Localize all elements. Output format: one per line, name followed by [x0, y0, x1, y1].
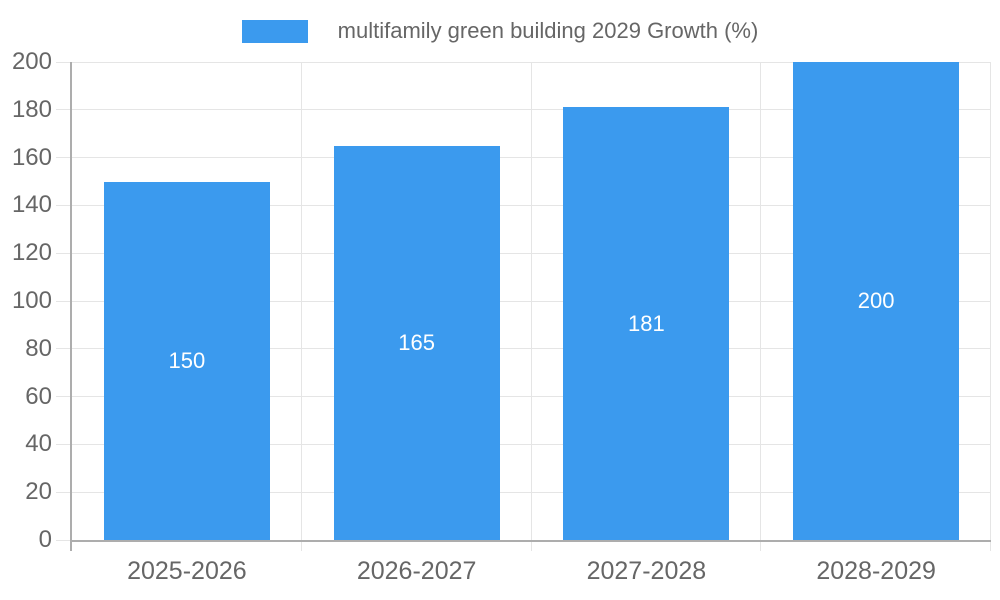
x-tick-mark — [760, 542, 762, 551]
x-gridline — [300, 62, 302, 540]
y-gridline — [72, 443, 991, 445]
y-tick-mark — [56, 252, 70, 254]
x-tick-mark — [530, 542, 532, 551]
y-tick-mark — [56, 443, 70, 445]
bar-value-label: 200 — [857, 288, 895, 313]
chart-legend[interactable]: multifamily green building 2029 Growth (… — [0, 16, 1000, 46]
y-gridline — [72, 109, 991, 111]
plot-area: 150 165 181 200 — [70, 61, 991, 542]
y-axis-tick-label: 160 — [11, 143, 52, 171]
y-gridline — [72, 396, 991, 398]
legend-swatch — [241, 19, 308, 43]
y-gridline — [72, 61, 991, 63]
bar-value-label: 150 — [168, 347, 206, 373]
y-tick-mark — [56, 396, 70, 398]
y-tick-mark — [56, 539, 70, 541]
y-tick-mark — [56, 61, 70, 63]
x-tick-mark — [300, 542, 302, 551]
y-axis-tick-label: 80 — [25, 334, 52, 362]
legend-label: multifamily green building 2029 Growth (… — [337, 18, 759, 43]
x-axis-category-label: 2026-2027 — [356, 557, 477, 585]
bar-value-label: 165 — [398, 329, 435, 355]
x-gridline — [990, 62, 991, 540]
x-tick-mark — [990, 542, 991, 551]
y-tick-mark — [56, 204, 70, 206]
x-gridline — [530, 62, 532, 540]
y-axis-tick-label: 0 — [38, 526, 52, 553]
bar-2025-2026[interactable]: 150 — [103, 181, 270, 540]
y-tick-mark — [56, 491, 70, 493]
y-axis-tick-label: 20 — [25, 478, 52, 506]
x-axis-category-label: 2025-2026 — [127, 557, 247, 585]
x-gridline — [760, 62, 762, 540]
x-axis-category-label: 2027-2028 — [586, 557, 707, 585]
y-gridline — [72, 491, 991, 493]
bar-2026-2027[interactable]: 165 — [333, 145, 500, 540]
bar-2028-2029[interactable]: 200 — [793, 62, 960, 540]
y-tick-mark — [56, 157, 70, 159]
y-axis-tick-label: 140 — [11, 191, 52, 219]
y-axis-tick-label: 60 — [25, 382, 52, 410]
y-gridline — [72, 348, 991, 350]
y-axis-tick-label: 40 — [25, 430, 52, 458]
y-gridline — [72, 204, 991, 206]
y-tick-mark — [56, 109, 70, 111]
y-gridline — [72, 300, 991, 302]
y-tick-mark — [56, 348, 70, 350]
y-axis-tick-label: 120 — [11, 239, 52, 267]
y-axis-tick-label: 100 — [11, 287, 52, 314]
bar-value-label: 181 — [628, 310, 665, 336]
bar-2027-2028[interactable]: 181 — [563, 107, 730, 540]
x-axis-category-label: 2028-2029 — [816, 557, 936, 585]
y-gridline — [72, 252, 991, 254]
x-axis-origin-tick — [70, 542, 72, 551]
y-gridline — [72, 157, 991, 159]
y-axis-tick-label: 200 — [11, 48, 52, 75]
y-tick-mark — [56, 300, 70, 302]
y-axis-tick-label: 180 — [11, 95, 52, 123]
